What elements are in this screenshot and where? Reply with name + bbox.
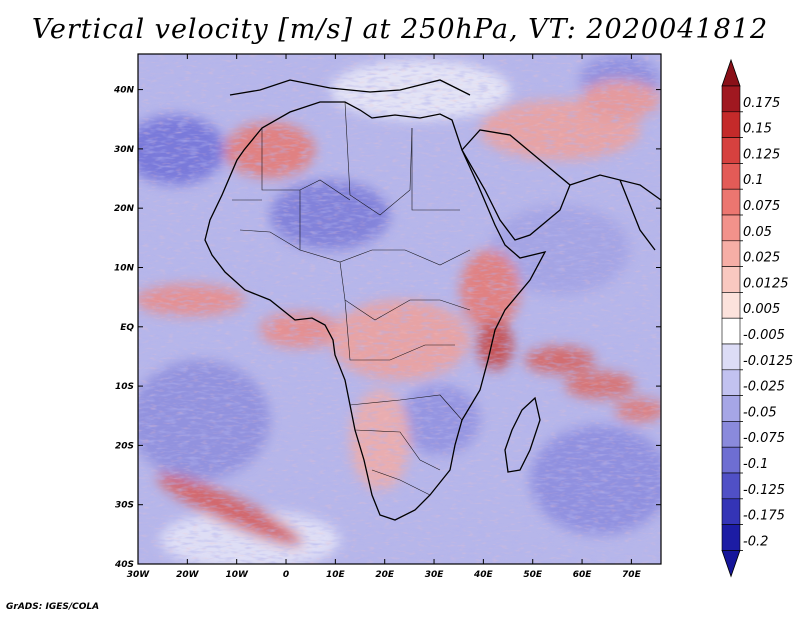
colorbar-swatch xyxy=(721,369,741,396)
colorbar-swatch xyxy=(721,498,741,525)
lon-tick-label: 50E xyxy=(523,570,543,580)
colorbar-swatch xyxy=(721,446,741,474)
lon-tick-label: 10W xyxy=(225,570,249,580)
lon-tick-label: 30W xyxy=(127,570,151,580)
colorbar-swatch xyxy=(721,111,741,138)
lon-tick-label: 10E xyxy=(326,570,346,580)
colorbar-label: -0.025 xyxy=(743,380,785,395)
lon-tick-label: 60E xyxy=(573,570,593,580)
colorbar-swatch xyxy=(721,292,741,319)
colorbar-swatch xyxy=(721,188,741,216)
colorbar-label: 0.125 xyxy=(743,147,780,162)
colorbar-label: -0.05 xyxy=(743,405,777,420)
colorbar-swatch xyxy=(721,395,741,422)
lon-tick-label: 20W xyxy=(176,570,200,580)
lat-tick-label: 10N xyxy=(114,263,135,273)
colorbar-bottom-arrow xyxy=(721,550,741,578)
colorbar-label: -0.125 xyxy=(743,483,785,498)
europe-coastline xyxy=(229,79,471,96)
colorbar-swatch xyxy=(721,266,741,293)
lat-tick-label: EQ xyxy=(120,323,134,333)
colorbar-swatch xyxy=(721,137,741,164)
colorbar-label: -0.005 xyxy=(743,328,785,343)
lat-tick-label: 40N xyxy=(113,86,135,96)
colorbar-swatch xyxy=(721,163,741,190)
colorbar-label: 0.175 xyxy=(743,96,780,111)
colorbar-top-arrow xyxy=(721,58,741,87)
colorbar-swatch xyxy=(721,214,741,242)
lon-tick-label: 70E xyxy=(622,570,642,580)
colorbar-label: 0.025 xyxy=(743,251,780,266)
colorbar-label: 0.1 xyxy=(743,173,764,188)
colorbar: 0.175 0.15 0.125 0.1 0.075 0.05 0.025 0.0125 0.0… xyxy=(721,58,793,578)
colorbar-swatch xyxy=(721,524,741,551)
colorbar-swatch xyxy=(721,421,741,448)
lon-tick-label: 30E xyxy=(425,570,445,580)
colorbar-label: -0.1 xyxy=(743,457,768,472)
colorbar-swatch xyxy=(721,85,741,113)
colorbar-swatch xyxy=(721,240,741,267)
map-frame xyxy=(137,53,662,565)
madagascar-coastline xyxy=(504,396,541,473)
lat-tick-label: 30S xyxy=(115,501,134,511)
lon-tick-label: 20E xyxy=(375,570,395,580)
lat-tick-label: 30N xyxy=(114,145,135,155)
colorbar-label: 0.075 xyxy=(743,199,780,214)
country-borders xyxy=(232,101,471,496)
colorbar-swatch xyxy=(721,343,741,371)
colorbar-label: 0.005 xyxy=(743,302,780,317)
chart-title: Vertical velocity [m/s] at 250hPa, VT: 2… xyxy=(31,14,769,45)
coastlines xyxy=(204,79,661,521)
lat-tick-label: 20S xyxy=(115,441,134,451)
grads-credit: GrADS: IGES/COLA xyxy=(6,602,100,612)
lon-tick-label: 0 xyxy=(283,570,289,580)
colorbar-label: 0.15 xyxy=(743,122,772,137)
colorbar-label: -0.0125 xyxy=(743,354,793,369)
colorbar-label: -0.175 xyxy=(743,509,785,524)
lon-tick-label: 40E xyxy=(473,570,494,580)
lat-tick-label: 20N xyxy=(114,204,135,214)
colorbar-swatch xyxy=(721,472,741,500)
colorbar-label: -0.075 xyxy=(743,431,785,446)
map-axes: 30W 20W 10W 0 10E 20E 30E 40E 50E 60E 70E 40N 30N 20N… xyxy=(113,54,661,580)
arabia-coastline xyxy=(461,129,571,241)
africa-coastline xyxy=(204,101,547,521)
india-coastline xyxy=(619,179,656,251)
colorbar-label: -0.2 xyxy=(743,534,768,549)
colorbar-label: 0.05 xyxy=(743,225,772,240)
velocity-field xyxy=(138,54,661,564)
lat-tick-label: 10S xyxy=(115,382,134,392)
colorbar-label: 0.0125 xyxy=(743,276,789,291)
colorbar-swatch xyxy=(721,317,741,345)
lat-tick-label: 40S xyxy=(114,560,134,570)
